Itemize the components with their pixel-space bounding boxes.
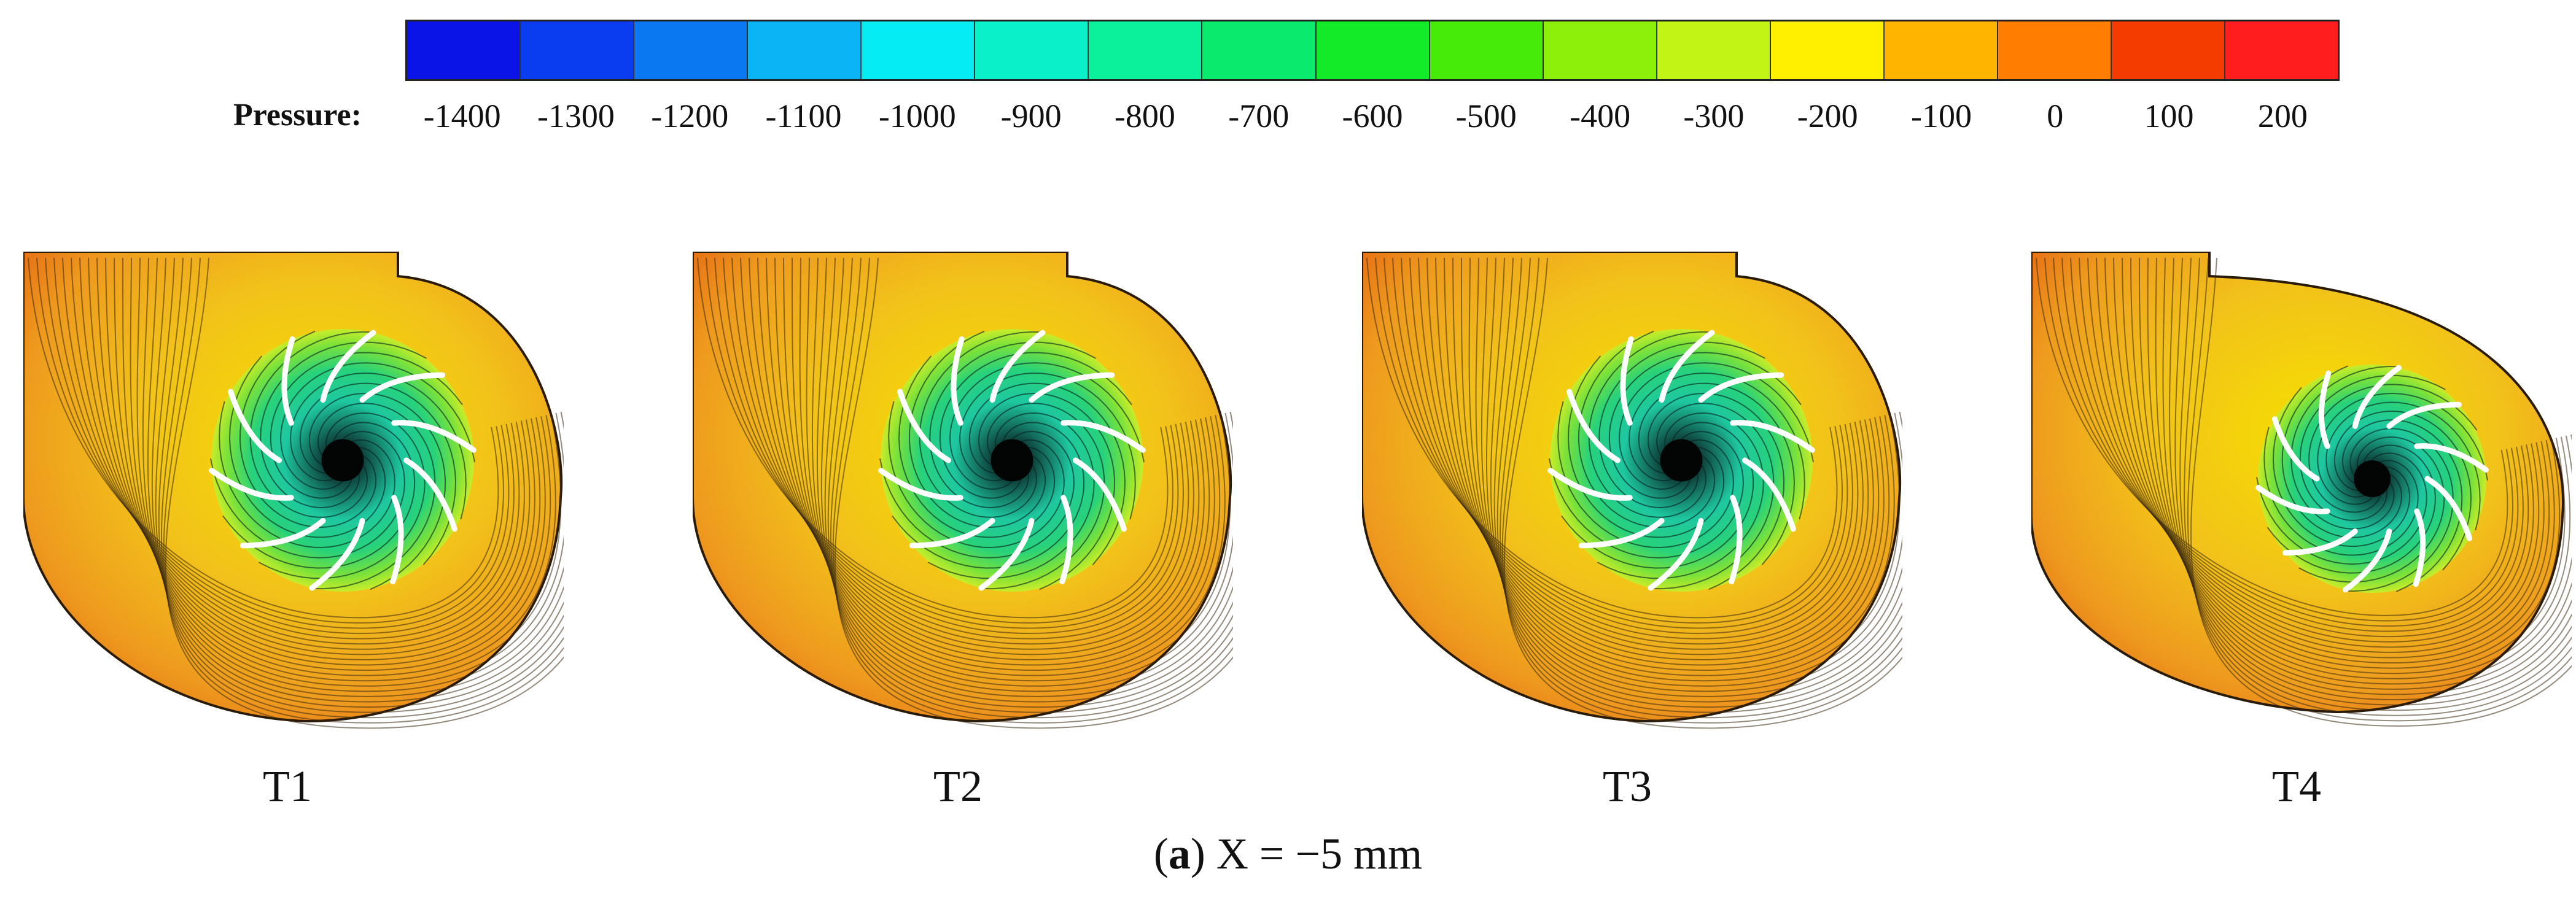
- volute-pressure-contour: [1362, 252, 1902, 729]
- casing-streamlines: [28, 257, 564, 729]
- pressure-contour-panel-t1: [23, 252, 564, 737]
- colorbar-tick-label: -300: [1683, 98, 1745, 134]
- caption-letter: a: [1168, 829, 1191, 878]
- impeller-blades: [209, 330, 477, 591]
- colorbar-swatch: [748, 21, 862, 79]
- colorbar-tick-label: 100: [2144, 98, 2194, 134]
- colorbar-tick-labels: -1400 -1300 -1200 -1100 -1000 -900 -800 -700 -60…: [0, 97, 2576, 140]
- colorbar-tick-label: -100: [1910, 98, 1972, 134]
- colorbar-swatch: [1998, 21, 2112, 79]
- colorbar-tick-label: -400: [1570, 98, 1631, 134]
- colorbar-swatch: [521, 21, 635, 79]
- colorbar-swatch: [407, 21, 521, 79]
- colorbar-tick-label: -1100: [765, 98, 842, 134]
- colorbar-swatch: [862, 21, 976, 79]
- impeller-hub: [2354, 460, 2391, 497]
- colorbar-title: Pressure:: [233, 98, 362, 133]
- panel-label-t1: T1: [263, 762, 312, 811]
- colorbar-tick-label: -1000: [878, 98, 956, 134]
- colorbar-tick-label: -600: [1342, 98, 1403, 134]
- caption-close-paren: ): [1190, 829, 1205, 878]
- colorbar-tick-label: 0: [2047, 98, 2064, 134]
- impeller-streamlines: [210, 330, 475, 590]
- impeller-hub: [990, 439, 1033, 482]
- volute-pressure-contour: [693, 252, 1233, 729]
- figure-caption: (a) X = −5 mm: [1154, 829, 1422, 880]
- colorbar-tick-label: -900: [1000, 98, 1062, 134]
- colorbar-tick-label: -800: [1114, 98, 1175, 134]
- colorbar-swatch: [1884, 21, 1998, 79]
- impeller-streamlines: [879, 330, 1145, 590]
- colorbar-swatch: [1089, 21, 1203, 79]
- casing-streamlines: [1366, 257, 1902, 729]
- colorbar-swatch: [975, 21, 1089, 79]
- colorbar-tick-label: -1400: [423, 98, 501, 134]
- colorbar-tick-label: -700: [1228, 98, 1290, 134]
- colorbar-swatch: [1202, 21, 1317, 79]
- colorbar-tick-label: -500: [1455, 98, 1517, 134]
- impeller-blades: [2255, 365, 2489, 593]
- impeller-blades: [1547, 330, 1815, 591]
- colorbar-swatch: [634, 21, 749, 79]
- casing-streamlines: [697, 257, 1233, 729]
- colorbar-tick-label: -1200: [651, 98, 729, 134]
- colorbar-swatch: [1657, 21, 1771, 79]
- colorbar-tick-label: -200: [1797, 98, 1858, 134]
- colorbar-swatch: [1430, 21, 1544, 79]
- colorbar-swatch: [1316, 21, 1430, 79]
- casing-streamlines: [2036, 257, 2572, 727]
- panel-label-t4: T4: [2272, 762, 2321, 811]
- pressure-contour-panel-t2: [693, 252, 1233, 737]
- pressure-colorbar: [405, 20, 2340, 81]
- pressure-contour-panel-t4: [2031, 252, 2572, 737]
- colorbar-swatch: [1770, 21, 1885, 79]
- impeller-hub: [321, 439, 364, 482]
- colorbar-swatch: [2111, 21, 2225, 79]
- colorbar-tick-label: -1300: [537, 98, 615, 134]
- caption-open-paren: (: [1153, 829, 1169, 878]
- colorbar-swatch: [2225, 21, 2338, 79]
- pressure-contour-panel-t3: [1362, 252, 1902, 737]
- panel-label-t3: T3: [1603, 762, 1652, 811]
- caption-text: X = −5 mm: [1205, 829, 1423, 878]
- colorbar-tick-label: 200: [2257, 98, 2308, 134]
- colorbar-swatch: [1543, 21, 1657, 79]
- volute-pressure-contour: [23, 252, 564, 729]
- volute-pressure-contour: [2031, 252, 2572, 727]
- impeller-hub: [1660, 439, 1703, 482]
- impeller-blades: [878, 330, 1146, 591]
- panel-label-t2: T2: [933, 762, 983, 811]
